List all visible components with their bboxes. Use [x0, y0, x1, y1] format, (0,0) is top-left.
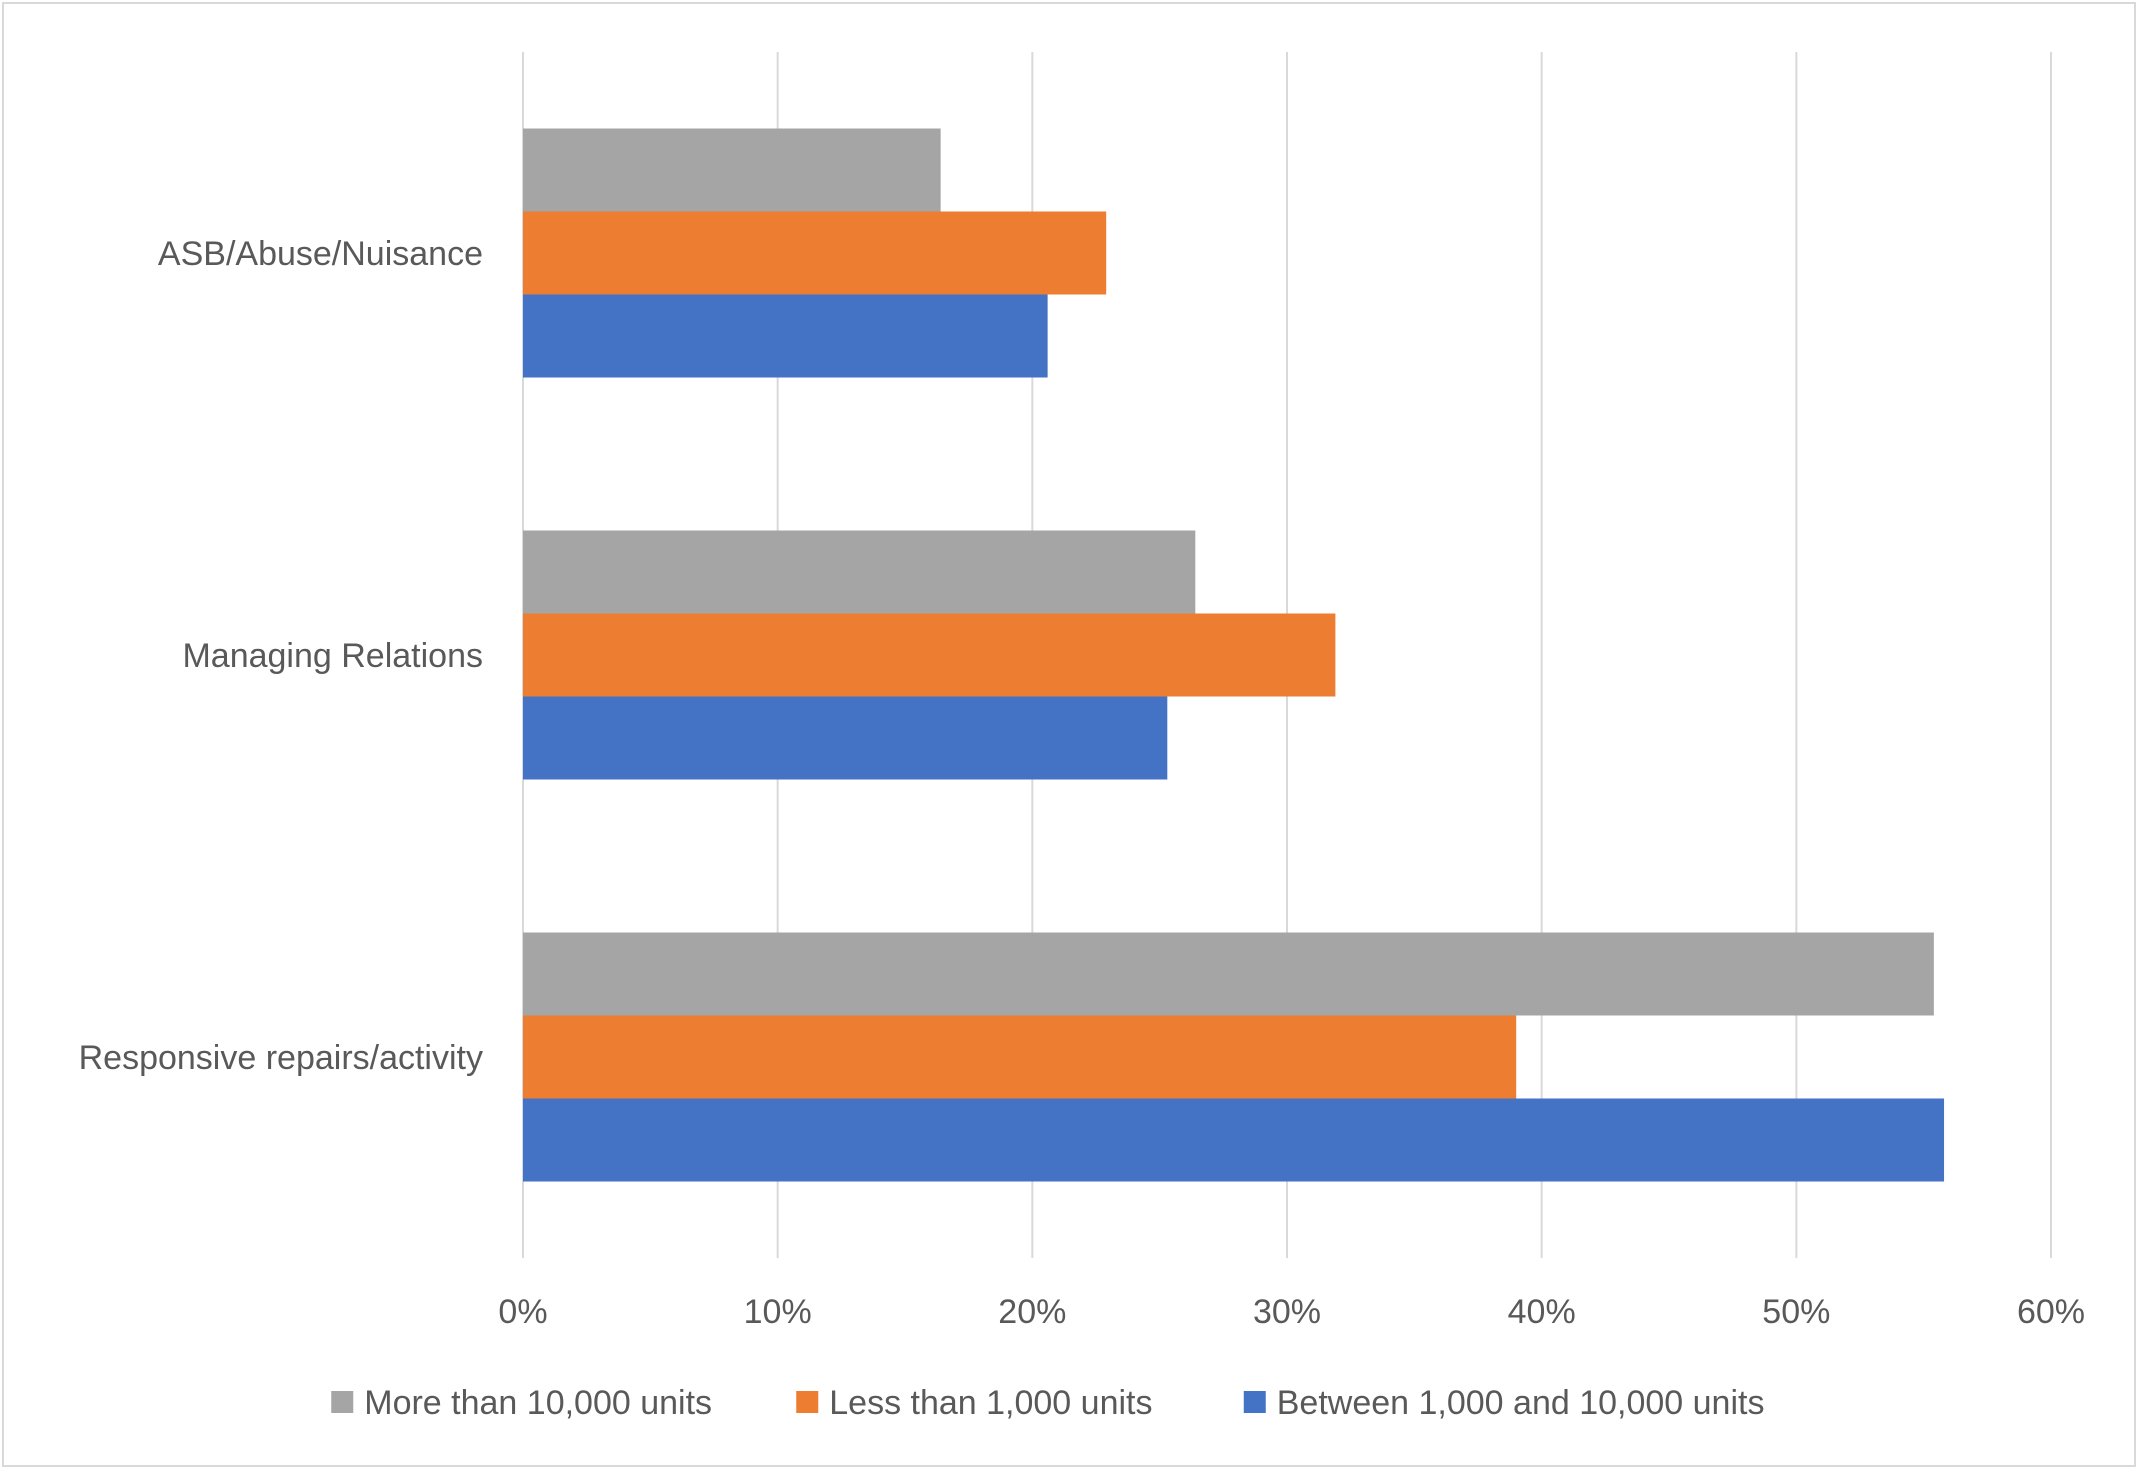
bar: [523, 1015, 1517, 1099]
legend-label: More than 10,000 units: [364, 1384, 712, 1422]
legend-label: Less than 1,000 units: [829, 1384, 1152, 1422]
legend-label: Between 1,000 and 10,000 units: [1277, 1384, 1765, 1422]
category-label: Managing Relations: [182, 637, 483, 675]
x-tick-label: 40%: [1508, 1293, 1576, 1331]
bar: [523, 530, 1196, 614]
x-tick-label: 30%: [1253, 1293, 1321, 1331]
x-tick-label: 0%: [498, 1293, 547, 1331]
category-label: Responsive repairs/activity: [79, 1039, 483, 1077]
x-tick-label: 20%: [998, 1293, 1066, 1331]
x-tick-label: 60%: [2017, 1293, 2085, 1331]
bar: [523, 1098, 1945, 1182]
bar: [523, 613, 1336, 697]
category-label: ASB/Abuse/Nuisance: [158, 235, 483, 273]
legend-swatch: [1243, 1391, 1266, 1413]
legend-swatch: [796, 1391, 819, 1413]
bar: [523, 211, 1107, 295]
x-tick-label: 50%: [1762, 1293, 1830, 1331]
legend-swatch: [331, 1391, 354, 1413]
bar: [523, 128, 941, 212]
bar: [523, 294, 1048, 378]
bar: [523, 932, 1934, 1016]
x-tick-label: 10%: [744, 1293, 812, 1331]
bar: [523, 696, 1168, 780]
